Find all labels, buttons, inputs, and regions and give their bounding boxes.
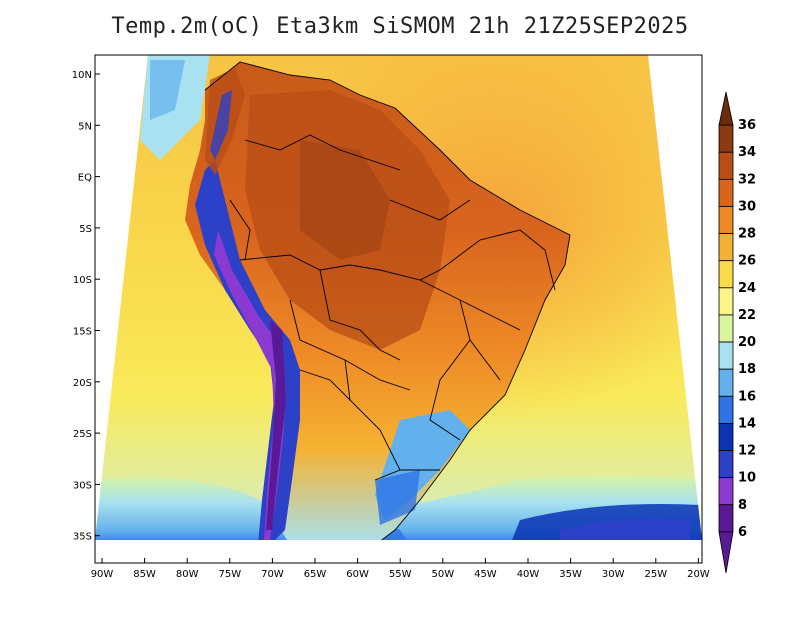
temperature-field <box>95 55 702 540</box>
colorbar-segment <box>718 287 734 316</box>
lat-tick-label: 10S <box>73 275 92 286</box>
colorbar-label: 6 <box>738 525 747 540</box>
lat-tick-label: 20S <box>73 378 92 389</box>
colorbar-segment <box>718 423 734 451</box>
lat-tick-label: 30S <box>73 480 92 491</box>
map-frame <box>94 54 703 564</box>
colorbar-bottom-arrow <box>718 531 734 574</box>
lon-tick-label: 35W <box>559 569 582 580</box>
colorbar-segment <box>718 124 734 153</box>
colorbar-label: 20 <box>738 335 756 350</box>
lon-tick-label: 85W <box>133 569 156 580</box>
map-title: Temp.2m(oC) Eta3km SiSMOM 21h 21Z25SEP20… <box>111 14 689 39</box>
colorbar-label: 8 <box>738 498 747 513</box>
lat-tick-label: 15S <box>73 327 92 338</box>
lat-tick-label: 25S <box>73 429 92 440</box>
lat-tick-label: 35S <box>73 532 92 543</box>
lon-tick-label: 45W <box>474 569 497 580</box>
lon-tick-label: 65W <box>304 569 327 580</box>
colorbar-segment <box>718 151 734 180</box>
lon-tick-label: 30W <box>602 569 625 580</box>
temperature-colorbar: 36 34 32 30 28 26 24 22 20 18 16 14 12 10 8 6 <box>718 91 756 574</box>
lon-tick-label: 40W <box>517 569 540 580</box>
lat-tick-label: 5N <box>78 121 92 132</box>
colorbar-label: 32 <box>738 172 756 187</box>
lon-tick-label: 20W <box>687 569 710 580</box>
longitude-axis: 90W 85W 80W 75W 70W 65W 60W 55W 50W 45W 40W 35W 30W 2… <box>91 558 710 580</box>
latitude-axis: 10N 5N EQ 5S 10S 15S 20S 25S 30S 35S <box>72 70 100 543</box>
lat-tick-label: 5S <box>79 224 92 235</box>
colorbar-segment <box>718 477 734 506</box>
colorbar-label: 26 <box>738 254 756 269</box>
lon-tick-label: 50W <box>431 569 454 580</box>
colorbar-label: 18 <box>738 362 756 377</box>
country-borders <box>204 61 571 540</box>
colorbar-label: 34 <box>738 145 756 160</box>
colorbar-label: 28 <box>738 227 756 242</box>
colorbar-label: 10 <box>738 471 756 486</box>
colorbar-label: 36 <box>738 118 756 133</box>
colorbar-segment <box>718 368 734 397</box>
lat-tick-label: EQ <box>78 173 92 184</box>
colorbar-segment <box>718 504 734 533</box>
colorbar-segment <box>718 233 734 262</box>
lon-tick-label: 90W <box>91 569 114 580</box>
lon-tick-label: 55W <box>389 569 412 580</box>
lon-tick-label: 25W <box>644 569 667 580</box>
colorbar-segment <box>718 260 734 289</box>
colorbar-segment <box>718 341 734 370</box>
colorbar-label: 30 <box>738 199 756 214</box>
lon-tick-label: 60W <box>346 569 369 580</box>
colorbar-segment <box>718 206 734 234</box>
colorbar-segment <box>718 450 734 479</box>
colorbar-label: 24 <box>738 281 756 296</box>
lon-tick-label: 70W <box>261 569 284 580</box>
colorbar-top-arrow <box>718 91 734 126</box>
colorbar-label: 12 <box>738 444 756 459</box>
lon-tick-label: 80W <box>176 569 199 580</box>
colorbar-label: 16 <box>738 389 756 404</box>
lon-tick-label: 75W <box>218 569 241 580</box>
colorbar-label: 14 <box>738 416 756 431</box>
colorbar-segment <box>718 314 734 343</box>
colorbar-label: 22 <box>738 308 756 323</box>
colorbar-segment <box>718 395 734 424</box>
colorbar-segment <box>718 178 734 207</box>
lat-tick-label: 10N <box>72 70 92 81</box>
